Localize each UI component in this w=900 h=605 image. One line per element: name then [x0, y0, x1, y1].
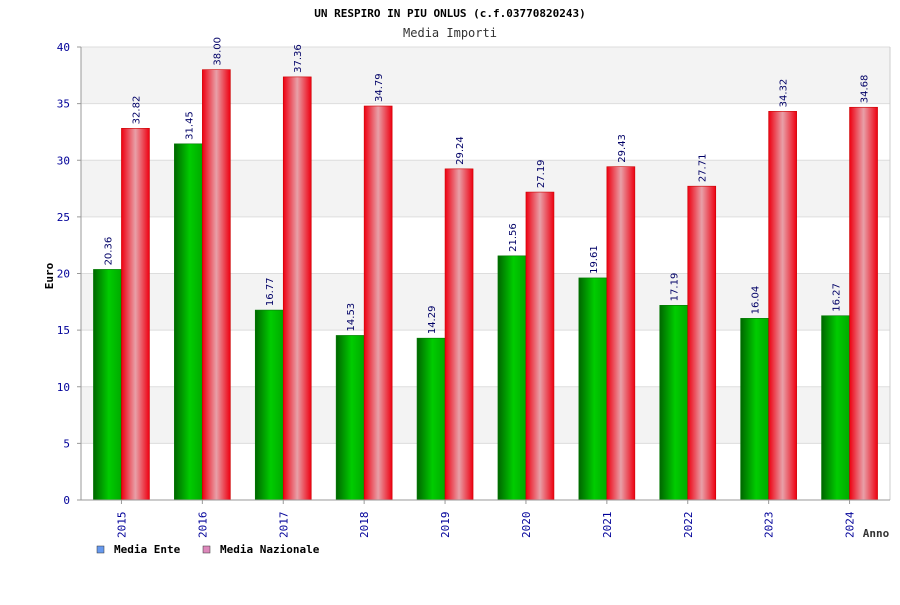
chart-title: UN RESPIRO IN PIU ONLUS (c.f.03770820243… [314, 7, 586, 20]
y-tick-label: 30 [57, 154, 70, 167]
value-labels-group: 20.36 32.82 31.45 38.00 16.77 37.36 14.53 34.79… [103, 37, 870, 334]
y-tick-label: 5 [63, 437, 70, 450]
y-tick-label: 40 [57, 41, 70, 54]
value-label-media-ente-2018: 14.53 [346, 303, 357, 332]
bar-media-nazionale-2015 [121, 128, 150, 501]
y-axis-label: Euro [43, 262, 56, 289]
bar-media-ente-2024 [821, 315, 850, 501]
x-tick-label-2016: 2016 [196, 512, 209, 539]
chart-subtitle: Media Importi [403, 26, 497, 40]
axes-group [77, 46, 890, 504]
x-tick-label-2017: 2017 [277, 512, 290, 539]
bar-media-nazionale-2021 [606, 166, 636, 501]
x-tick-label-2018: 2018 [358, 512, 371, 539]
legend-swatch-media-ente [96, 545, 105, 554]
value-label-media-ente-2024: 16.27 [832, 283, 843, 312]
x-tick-label-2015: 2015 [115, 512, 128, 539]
x-tick-label-2019: 2019 [439, 512, 452, 539]
y-tick-label: 20 [57, 268, 70, 281]
value-label-media-nazionale-2020: 27.19 [536, 159, 547, 188]
y-tick-label: 10 [57, 381, 70, 394]
bar-media-nazionale-2024 [849, 106, 878, 501]
value-label-media-ente-2023: 16.04 [751, 286, 762, 315]
bar-media-ente-2019 [416, 337, 446, 501]
bar-media-nazionale-2019 [444, 168, 474, 501]
legend-label-media-ente: Media Ente [114, 543, 181, 556]
bar-media-ente-2022 [659, 305, 689, 501]
value-label-media-nazionale-2022: 27.71 [698, 154, 709, 183]
bar-media-ente-2020 [497, 255, 527, 501]
value-label-media-nazionale-2023: 34.32 [779, 79, 790, 108]
legend: Media Ente Media Nazionale [96, 543, 320, 556]
value-label-media-nazionale-2019: 29.24 [455, 136, 466, 165]
x-tick-label-2022: 2022 [682, 512, 695, 539]
y-tick-label: 25 [57, 211, 70, 224]
x-tick-label-2023: 2023 [763, 512, 776, 539]
y-tick-label: 15 [57, 324, 70, 337]
value-label-media-nazionale-2024: 34.68 [860, 75, 871, 104]
bar-media-ente-2017 [254, 309, 284, 501]
value-label-media-ente-2017: 16.77 [265, 277, 276, 306]
value-label-media-nazionale-2015: 32.82 [131, 96, 142, 125]
legend-label-media-nazionale: Media Nazionale [220, 543, 320, 556]
bar-media-nazionale-2023 [768, 111, 797, 501]
bar-media-ente-2016 [174, 143, 203, 501]
bar-media-nazionale-2022 [687, 185, 717, 501]
bar-media-nazionale-2017 [282, 76, 312, 501]
x-tick-label-2024: 2024 [844, 511, 857, 538]
value-label-media-ente-2019: 14.29 [427, 306, 438, 335]
x-axis-label: Anno [863, 527, 890, 540]
x-tick-label-2020: 2020 [520, 512, 533, 539]
legend-swatch-media-nazionale [202, 545, 211, 554]
bar-media-nazionale-2020 [525, 191, 555, 501]
y-tick-label: 35 [57, 98, 70, 111]
value-label-media-ente-2015: 20.36 [103, 237, 114, 266]
value-label-media-ente-2016: 31.45 [184, 111, 195, 140]
bar-media-ente-2015 [93, 269, 122, 501]
bar-media-ente-2018 [335, 335, 365, 501]
bar-media-ente-2023 [740, 318, 769, 501]
bar-media-ente-2021 [578, 277, 608, 501]
bars-group [93, 69, 878, 501]
x-tick-label-2021: 2021 [601, 512, 614, 539]
y-tick-label: 0 [63, 494, 70, 507]
value-label-media-ente-2022: 17.19 [670, 273, 681, 302]
value-label-media-ente-2021: 19.61 [589, 245, 600, 274]
bar-media-nazionale-2016 [202, 69, 231, 501]
value-label-media-nazionale-2016: 38.00 [212, 37, 223, 66]
value-label-media-nazionale-2018: 34.79 [374, 73, 385, 102]
x-tick-labels: 2015 2016 2017 2018 2019 2020 2021 2022 2023 2024 [115, 511, 856, 538]
bar-media-nazionale-2018 [363, 105, 393, 501]
value-label-media-nazionale-2017: 37.36 [293, 44, 304, 73]
value-label-media-ente-2020: 21.56 [508, 223, 519, 252]
y-tick-labels: 0 5 10 15 20 25 30 35 40 [57, 41, 70, 507]
value-label-media-nazionale-2021: 29.43 [617, 134, 628, 163]
